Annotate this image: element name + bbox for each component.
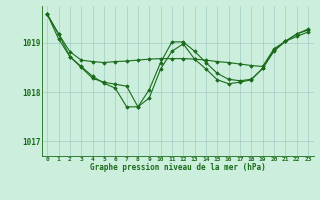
- X-axis label: Graphe pression niveau de la mer (hPa): Graphe pression niveau de la mer (hPa): [90, 163, 266, 172]
